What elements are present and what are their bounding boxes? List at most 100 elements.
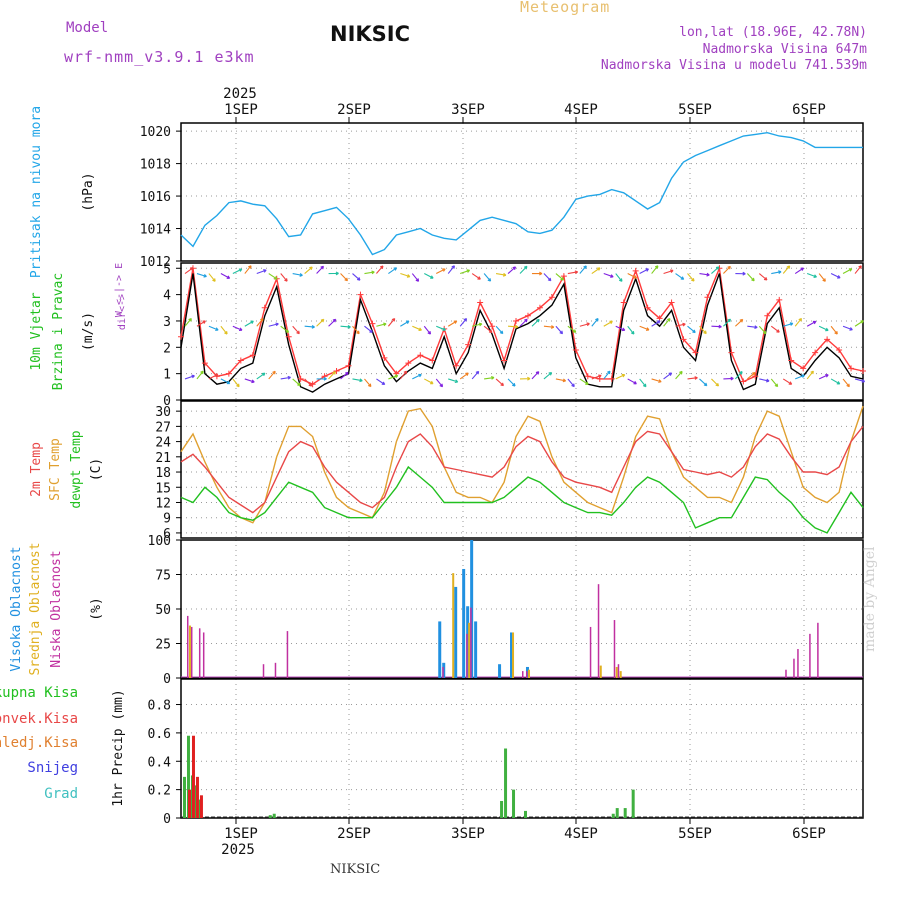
cloud-high-bar: [474, 621, 478, 678]
cloud-mid-bar: [188, 625, 191, 678]
cloud-mid-bar: [452, 573, 455, 678]
bottom-year-label: 2025: [221, 842, 255, 858]
cloud-low-bar: [202, 632, 205, 678]
precip-total-bar: [623, 808, 627, 818]
wind-direction-arrow: [747, 325, 758, 330]
cloud-high-bar: [454, 586, 458, 678]
cloud-high-bar: [438, 621, 442, 678]
gust-marker: [860, 368, 866, 375]
y-tick-label: 1020: [140, 125, 171, 140]
panel-title: Visoka Oblacnost: [9, 546, 24, 671]
meteogram-subtitle: Meteogram: [520, 0, 611, 16]
precip-unit-group: 1hr Precip (mm): [111, 689, 126, 806]
cloud-low-bar: [597, 584, 600, 678]
cloud-low-bar: [190, 626, 193, 678]
wind-direction-arrow: [579, 378, 589, 385]
y-tick-label: 4: [163, 289, 171, 304]
cloud-low-bar: [198, 628, 201, 678]
cloud-mid-bar: [468, 622, 471, 678]
precip-total-bar: [523, 810, 527, 818]
y-tick-label: 15: [155, 481, 171, 496]
precip-legend-item: Grad: [44, 786, 78, 802]
wind-direction-arrow: [806, 370, 814, 380]
wind-direction-arrow: [842, 268, 853, 275]
top-day-label: 2SEP: [337, 102, 371, 118]
wind-direction-arrow: [591, 267, 601, 274]
wind-direction-arrow: [651, 320, 661, 327]
wind-direction-arrow: [316, 318, 325, 327]
y-tick-label: 30: [155, 405, 171, 420]
y-tick-label: 0.2: [148, 784, 171, 799]
wind-legend-group-2: dir<->: [117, 294, 128, 330]
wind-direction-arrow: [759, 378, 770, 383]
gust-marker: [632, 267, 639, 274]
wind-direction-arrow: [387, 317, 396, 327]
wind-direction-arrow: [340, 324, 351, 329]
gust-marker: [752, 373, 759, 380]
wind-direction-arrow: [675, 273, 685, 280]
panel-title-group: dewpt Temp: [69, 430, 84, 508]
gust-marker: [812, 349, 819, 356]
y-tick-label: 1018: [140, 158, 171, 173]
wind-direction-arrow: [423, 325, 432, 335]
wind-direction-arrow: [615, 273, 623, 282]
panel-unit: (C): [89, 458, 104, 481]
y-tick-label: 0: [163, 394, 171, 409]
gust-marker: [656, 315, 663, 322]
wind-direction-arrow: [280, 325, 290, 333]
wind-direction-arrow: [280, 273, 288, 282]
panel-title: dewpt Temp: [69, 430, 84, 508]
wind-direction-arrow: [687, 273, 695, 282]
panel-title-group: 2m Temp: [29, 442, 44, 497]
wind-direction-arrow: [196, 273, 207, 278]
y-tick-label: 75: [155, 569, 171, 584]
wind-direction-arrow: [388, 374, 399, 380]
wind-direction-arrow: [758, 273, 768, 281]
gust-marker: [513, 317, 520, 324]
y-tick-label: 12: [155, 496, 171, 511]
wind-direction-arrow: [292, 325, 300, 335]
top-day-label: 1SEP: [224, 102, 258, 118]
gust-marker: [225, 370, 232, 377]
wind-direction-arrow: [268, 273, 278, 280]
location-coordinates: lon,lat (18.96E, 42.78N): [679, 25, 867, 40]
wind-direction-arrow: [854, 378, 866, 383]
precip-total-bar: [504, 748, 508, 818]
wind-direction-arrow: [567, 270, 579, 275]
wind-direction-arrow: [232, 268, 243, 275]
wind-direction-arrow: [519, 265, 528, 274]
gust-marker: [668, 299, 675, 306]
wind-direction-arrow: [471, 370, 480, 380]
wind-legend-group: W <-|-> E: [114, 263, 125, 317]
bottom-day-label: 2SEP: [337, 826, 371, 842]
wind-direction-arrow: [364, 378, 372, 388]
y-tick-label: 2: [163, 341, 171, 356]
wind-direction-arrow: [543, 325, 555, 329]
wind-direction-arrow: [244, 378, 255, 384]
wind-direction-arrow: [244, 320, 254, 327]
wind-direction-arrow: [758, 325, 767, 335]
wind-direction-arrow: [376, 378, 386, 386]
precip-total-bar: [512, 789, 516, 818]
wind-direction-arrow: [651, 265, 659, 274]
wind-direction-arrow: [770, 378, 779, 388]
wind-direction-arrow: [328, 318, 337, 327]
wind-direction-arrow: [208, 373, 219, 380]
wind-direction-arrow: [854, 320, 864, 327]
gust-marker: [261, 304, 268, 311]
wind-direction-arrow: [495, 378, 505, 387]
top-year-label: 2025: [223, 86, 257, 102]
wind-direction-arrow: [232, 325, 243, 332]
wind-direction-arrow: [543, 371, 553, 380]
wind-direction-arrow: [567, 325, 577, 333]
wind-direction-arrow: [316, 265, 325, 274]
precip-legend-item: Ukupna Kisa: [0, 685, 78, 701]
wind-direction-arrow: [531, 318, 540, 327]
wind-legend-bottom: dir<->: [117, 294, 128, 330]
wind-direction-arrow: [615, 325, 626, 332]
wind-direction-arrow: [854, 265, 862, 274]
y-tick-label: 100: [148, 534, 171, 549]
temp-2m-line: [180, 425, 864, 514]
wind-direction-arrow: [244, 265, 252, 274]
panel-unit: (m/s): [81, 312, 96, 351]
